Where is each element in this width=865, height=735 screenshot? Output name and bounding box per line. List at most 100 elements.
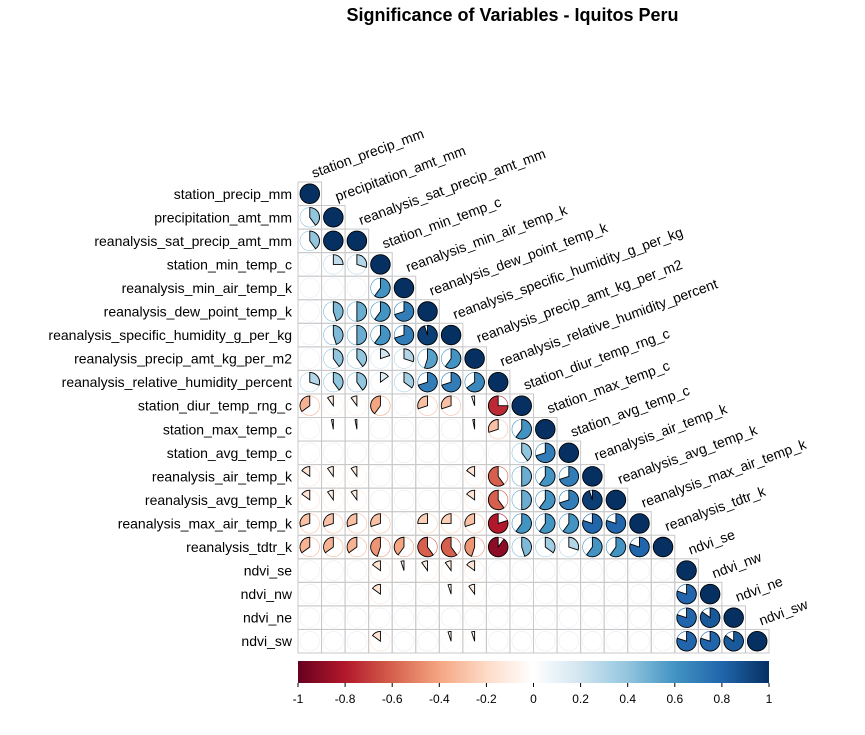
pie-slice	[466, 560, 476, 572]
grid-cell	[297, 346, 323, 371]
pie-full	[417, 301, 438, 322]
pie-slice	[471, 395, 476, 406]
pie-cell-3-3	[370, 254, 391, 275]
pie-cell-12-6	[441, 466, 462, 487]
grid-cell	[603, 558, 629, 583]
pie-outline	[370, 419, 391, 440]
pie-cell-19-1	[323, 631, 344, 652]
pie-slice	[299, 513, 311, 528]
pie-cell-17-16	[676, 583, 697, 605]
pie-cell-15-14	[629, 536, 650, 558]
pie-cell-11-4	[393, 442, 415, 463]
pie-slice	[371, 583, 381, 596]
pie-cell-8-2	[346, 371, 368, 393]
pie-outline	[323, 560, 344, 581]
colorbar-tick-label: -1	[293, 692, 304, 706]
pie-cell-11-9	[511, 442, 532, 463]
pie-full	[299, 183, 320, 204]
pie-outline	[605, 584, 626, 605]
pie-outline	[441, 466, 462, 487]
pie-cell-12-3	[370, 466, 391, 487]
pie-cell-11-0	[299, 442, 320, 463]
pie-slice	[521, 536, 532, 557]
pie-slice	[471, 630, 476, 642]
pie-cell-19-15	[652, 631, 674, 652]
pie-cell-7-7	[464, 348, 485, 369]
pie-cell-12-2	[346, 466, 367, 487]
pie-slice	[487, 489, 505, 511]
pie-outline	[582, 631, 603, 652]
grid-cell	[344, 275, 370, 301]
pie-outline	[535, 607, 556, 628]
colorbar-tick-label: 0.4	[619, 692, 636, 706]
pie-cell-19-16	[676, 630, 697, 652]
grid-cell	[509, 628, 535, 654]
pie-outline	[323, 607, 344, 628]
pie-slice	[346, 536, 358, 554]
pie-outline	[629, 631, 650, 652]
row-label: reanalysis_precip_amt_kg_per_m2	[74, 351, 292, 367]
pie-cell-14-1	[323, 513, 344, 534]
column-label: ndvi_ne	[733, 573, 785, 605]
pie-slice	[444, 560, 452, 572]
pie-outline	[346, 442, 367, 463]
pie-cell-18-13	[605, 607, 626, 628]
pie-full	[558, 442, 580, 464]
row-label: reanalysis_dew_point_temp_k	[104, 304, 293, 320]
pie-outline	[582, 560, 603, 581]
pie-cell-13-5	[417, 489, 438, 510]
pie-cell-16-7	[464, 560, 485, 581]
pie-slice	[403, 371, 415, 389]
pie-cell-10-6	[441, 419, 462, 440]
pie-cell-9-6	[440, 395, 462, 416]
row-label: reanalysis_relative_humidity_percent	[62, 374, 292, 390]
pie-slice	[521, 489, 532, 511]
pie-cell-10-0	[299, 419, 320, 440]
pie-full	[464, 348, 485, 369]
pie-full	[440, 324, 462, 346]
pie-full	[746, 630, 768, 652]
pie-cell-13-1	[323, 489, 344, 510]
pie-cell-15-6	[440, 536, 462, 558]
pie-cell-6-4	[393, 324, 415, 346]
grid-cell	[344, 628, 370, 654]
pie-outline	[558, 584, 579, 605]
pie-cell-13-11	[558, 489, 580, 511]
pie-outline	[370, 607, 391, 628]
pie-full	[652, 536, 674, 558]
grid-cell	[485, 558, 511, 583]
pie-cell-13-10	[535, 489, 556, 511]
pie-cell-12-9	[511, 466, 532, 487]
pie-slice	[487, 419, 499, 433]
pie-full	[605, 489, 627, 511]
pie-cell-12-10	[535, 466, 556, 487]
pie-outline	[652, 584, 674, 605]
pie-outline	[441, 442, 462, 463]
pie-cell-13-0	[299, 489, 320, 510]
pie-slice	[299, 395, 311, 413]
pie-cell-17-5	[417, 584, 438, 605]
pie-cell-14-6	[440, 513, 462, 534]
pie-cell-18-18	[723, 607, 744, 628]
row-label: reanalysis_sat_precip_amt_mm	[94, 233, 292, 249]
pie-slice	[582, 513, 603, 534]
grid-cell	[297, 558, 323, 583]
pie-cell-18-10	[535, 607, 556, 628]
pie-cell-17-8	[488, 584, 509, 605]
pie-cell-6-6	[440, 324, 462, 346]
pie-cell-8-3	[370, 371, 391, 393]
pie-cell-5-0	[299, 301, 320, 322]
pie-slice	[354, 419, 358, 430]
colorbar-tick-label: 0.2	[572, 692, 589, 706]
pie-cell-15-1	[323, 536, 344, 558]
grid-cell	[368, 417, 393, 442]
pie-cell-17-0	[299, 584, 320, 605]
pie-cell-4-1	[323, 277, 344, 299]
colorbar-tick-label: 0.8	[714, 692, 731, 706]
pie-cell-18-9	[511, 607, 532, 628]
row-label: station_avg_temp_c	[167, 445, 292, 461]
pie-cell-9-0	[299, 395, 320, 416]
pie-cell-19-19	[746, 630, 768, 652]
pie-outline	[535, 631, 556, 652]
pie-cell-18-8	[488, 607, 509, 628]
